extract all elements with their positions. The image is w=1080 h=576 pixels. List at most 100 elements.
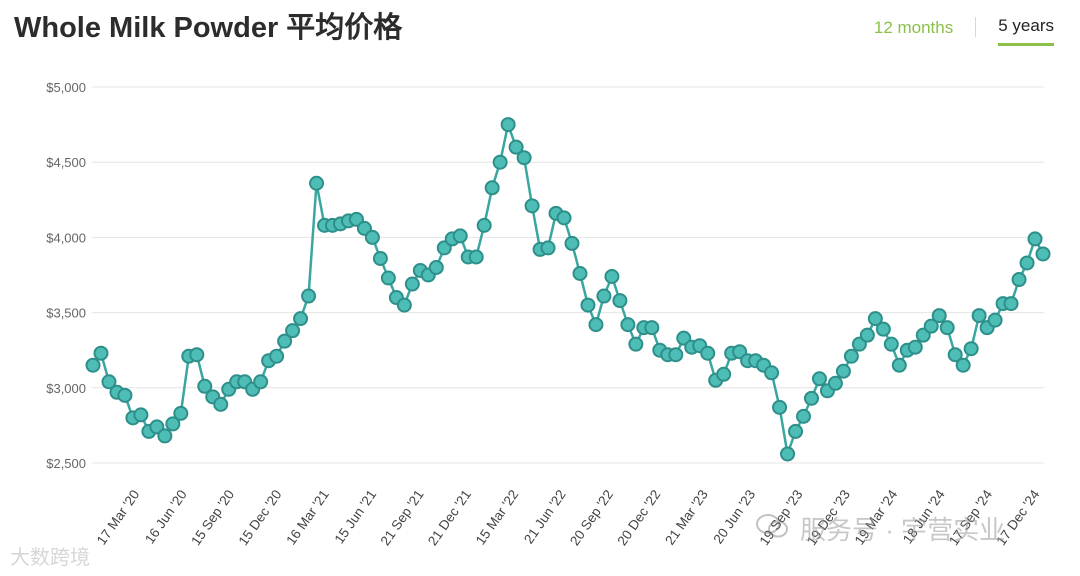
data-point[interactable] [564, 235, 580, 251]
data-point[interactable] [157, 428, 173, 444]
data-point[interactable] [492, 154, 508, 170]
data-point[interactable] [612, 293, 628, 309]
data-point[interactable] [883, 336, 899, 352]
data-point[interactable] [428, 259, 444, 275]
x-tick-label: 20 Sep '22 [567, 487, 616, 548]
data-point[interactable] [867, 311, 883, 327]
data-point[interactable] [396, 297, 412, 313]
data-point[interactable] [380, 270, 396, 286]
data-point[interactable] [213, 396, 229, 412]
page-title: Whole Milk Powder 平均价格 [14, 12, 403, 44]
data-point[interactable] [309, 175, 325, 191]
data-point[interactable] [372, 250, 388, 266]
period-tabs: 12 months 5 years [874, 14, 1054, 46]
data-point[interactable] [1019, 255, 1035, 271]
data-point[interactable] [835, 363, 851, 379]
data-point[interactable] [843, 348, 859, 364]
data-point[interactable] [1027, 231, 1043, 247]
y-tick-label: $3,000 [46, 381, 86, 396]
data-point[interactable] [404, 276, 420, 292]
data-point[interactable] [516, 150, 532, 166]
data-point[interactable] [772, 399, 788, 415]
data-point[interactable] [277, 333, 293, 349]
data-point[interactable] [923, 318, 939, 334]
data-point[interactable] [788, 423, 804, 439]
data-point[interactable] [803, 390, 819, 406]
data-point[interactable] [452, 228, 468, 244]
data-point[interactable] [668, 347, 684, 363]
data-point[interactable] [971, 308, 987, 324]
data-point[interactable] [780, 446, 796, 462]
data-point[interactable] [269, 348, 285, 364]
tab-12-months[interactable]: 12 months [873, 17, 954, 37]
data-point[interactable] [508, 139, 524, 155]
data-point[interactable] [556, 210, 572, 226]
data-point[interactable] [1011, 272, 1027, 288]
data-point[interactable] [117, 387, 133, 403]
data-point[interactable] [644, 320, 660, 336]
tab-5-years[interactable]: 5 years [998, 14, 1054, 46]
data-point[interactable] [875, 321, 891, 337]
data-point[interactable] [101, 374, 117, 390]
x-tick-label: 21 Dec '21 [425, 487, 474, 548]
data-point[interactable] [628, 336, 644, 352]
x-tick-label: 15 Sep '20 [188, 487, 237, 548]
data-point[interactable] [301, 288, 317, 304]
data-point[interactable] [588, 317, 604, 333]
data-point[interactable] [1035, 246, 1051, 262]
data-point[interactable] [716, 366, 732, 382]
y-tick-label: $2,500 [46, 456, 86, 471]
x-tick-label: 20 Jun '23 [710, 487, 758, 546]
data-point[interactable] [811, 371, 827, 387]
data-point[interactable] [93, 345, 109, 361]
data-point[interactable] [955, 357, 971, 373]
watermark-service-account: 服务号 · 宇营实业 [800, 515, 1006, 545]
x-tick-label: 20 Dec '22 [614, 487, 663, 548]
data-point[interactable] [939, 320, 955, 336]
data-point[interactable] [293, 311, 309, 327]
watermark-brand: 大数跨境 [10, 547, 90, 569]
data-point[interactable] [173, 405, 189, 421]
data-point[interactable] [364, 229, 380, 245]
data-point[interactable] [907, 339, 923, 355]
data-point[interactable] [947, 347, 963, 363]
data-point[interactable] [500, 117, 516, 133]
data-point[interactable] [827, 375, 843, 391]
data-point[interactable] [285, 323, 301, 339]
data-point[interactable] [1003, 296, 1019, 312]
series-line [91, 123, 1045, 456]
data-point[interactable] [931, 308, 947, 324]
data-point[interactable] [796, 408, 812, 424]
x-tick-label: 15 Dec '20 [235, 487, 284, 548]
data-point[interactable] [468, 249, 484, 265]
data-point[interactable] [189, 347, 205, 363]
data-point[interactable] [859, 327, 875, 343]
x-tick-label: 15 Mar '22 [473, 487, 522, 548]
data-point[interactable] [197, 378, 213, 394]
data-point[interactable] [165, 416, 181, 432]
y-tick-label: $4,500 [46, 155, 86, 170]
x-tick-label: 17 Mar '20 [94, 487, 143, 548]
x-tick-label: 21 Mar '23 [662, 487, 711, 548]
data-point[interactable] [484, 180, 500, 196]
data-point[interactable] [987, 312, 1003, 328]
data-point[interactable] [133, 407, 149, 423]
data-point[interactable] [764, 365, 780, 381]
data-point[interactable] [572, 265, 588, 281]
data-point[interactable] [524, 198, 540, 214]
x-tick-label: 21 Sep '21 [378, 487, 427, 548]
data-point[interactable] [700, 345, 716, 361]
data-point[interactable] [596, 288, 612, 304]
data-point[interactable] [620, 317, 636, 333]
data-point[interactable] [963, 341, 979, 357]
data-point[interactable] [540, 240, 556, 256]
data-point[interactable] [253, 374, 269, 390]
y-tick-label: $3,500 [46, 306, 86, 321]
data-point[interactable] [604, 269, 620, 285]
data-point[interactable] [85, 357, 101, 373]
data-point[interactable] [580, 297, 596, 313]
data-point[interactable] [476, 217, 492, 233]
data-point[interactable] [891, 357, 907, 373]
tab-divider [975, 17, 977, 37]
